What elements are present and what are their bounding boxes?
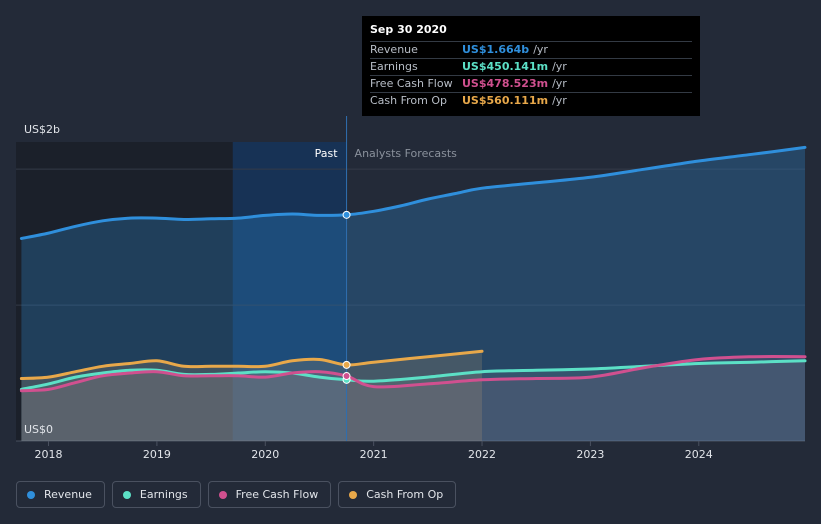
tooltip-row-earnings: Earnings US$450.141m /yr <box>370 58 692 75</box>
tooltip-value: US$450.141m <box>462 60 549 73</box>
x-tick-label: 2022 <box>468 448 496 461</box>
legend-dot-icon <box>218 490 227 499</box>
x-tick-label: 2024 <box>685 448 713 461</box>
y-axis-label-bottom: US$0 <box>24 423 53 436</box>
line-revenue <box>19 145 807 240</box>
tooltip-unit: /yr <box>552 77 567 90</box>
legend-dot-icon <box>27 490 35 499</box>
x-tick-label: 2021 <box>360 448 388 461</box>
line-earnings <box>19 359 807 391</box>
tooltip-row-revenue: Revenue US$1.664b /yr <box>370 41 692 58</box>
marker-revenue <box>342 210 351 219</box>
tooltip-unit: /yr <box>552 94 567 107</box>
tooltip-value: US$1.664b <box>462 43 530 56</box>
marker-cash-from-op <box>342 360 351 369</box>
highlight-region <box>232 142 347 441</box>
grid <box>16 168 805 442</box>
x-axis: 2018 2019 2020 2021 2022 2023 2024 <box>35 441 713 461</box>
legend-item-revenue[interactable]: Revenue <box>16 481 105 508</box>
area-earnings <box>21 360 805 441</box>
legend-label: Free Cash Flow <box>235 488 319 501</box>
x-tick-label: 2018 <box>35 448 63 461</box>
legend-dot-icon <box>122 490 131 499</box>
legend-item-earnings[interactable]: Earnings <box>111 481 201 508</box>
line-free-cash-flow <box>19 355 807 393</box>
tooltip-label: Earnings <box>370 60 418 73</box>
x-tick-label: 2023 <box>576 448 604 461</box>
area-free-cash-flow <box>21 356 805 441</box>
x-tick-label: 2019 <box>143 448 171 461</box>
tooltip-row-cash-from-op: Cash From Op US$560.111m /yr <box>370 92 692 109</box>
forecast-label: Analysts Forecasts <box>355 147 458 160</box>
series-lines <box>19 145 807 393</box>
past-label: Past <box>315 147 339 160</box>
legend-label: Cash From Op <box>366 488 444 501</box>
tooltip-value: US$478.523m <box>462 77 549 90</box>
tooltip-row-free-cash-flow: Free Cash Flow US$478.523m /yr <box>370 75 692 92</box>
tooltip-label: Free Cash Flow <box>370 77 453 90</box>
tooltip-unit: /yr <box>533 43 548 56</box>
legend-item-cash-from-op[interactable]: Cash From Op <box>338 481 457 508</box>
x-tick-label: 2020 <box>251 448 279 461</box>
legend-item-free-cash-flow[interactable]: Free Cash Flow <box>207 481 332 508</box>
legend: Revenue Earnings Free Cash Flow Cash Fro… <box>16 481 457 508</box>
hover-markers <box>342 210 351 384</box>
legend-label: Revenue <box>44 488 92 501</box>
tooltip-unit: /yr <box>552 60 567 73</box>
tooltip-date: Sep 30 2020 <box>370 23 447 36</box>
tooltip-label: Revenue <box>370 43 418 56</box>
legend-label: Earnings <box>139 488 188 501</box>
line-cash-from-op <box>19 349 484 380</box>
tooltip-label: Cash From Op <box>370 94 448 107</box>
tooltip: Sep 30 2020 Revenue US$1.664b /yr Earnin… <box>362 16 700 116</box>
legend-dot-icon <box>349 490 358 499</box>
chart: 2018 2019 2020 2021 2022 2023 2024 US$2b US$0 … <box>16 116 807 461</box>
tooltip-value: US$560.111m <box>462 94 549 107</box>
marker-free-cash-flow <box>342 372 351 381</box>
y-axis-label-top: US$2b <box>24 123 60 136</box>
